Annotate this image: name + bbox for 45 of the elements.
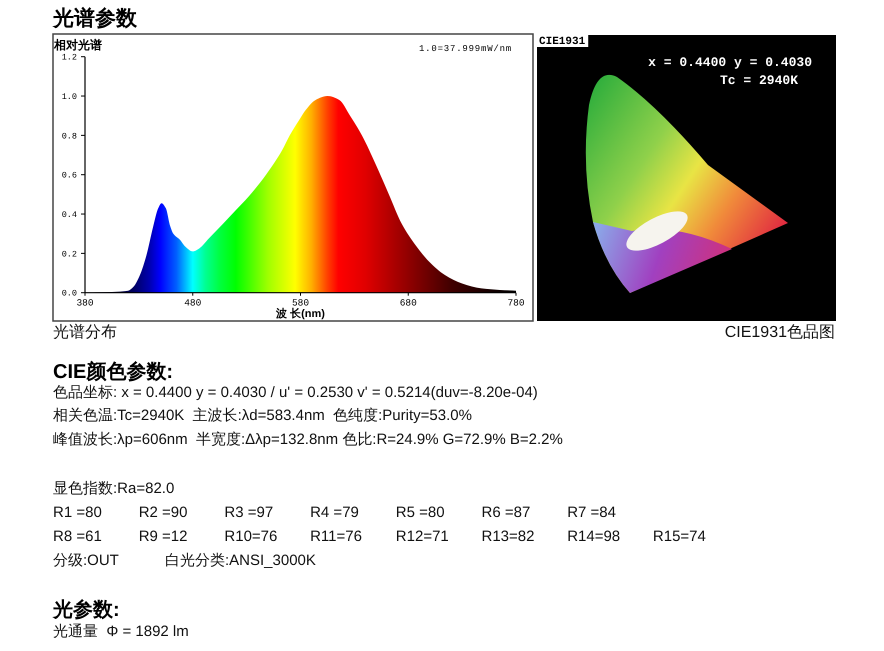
y-tick-label: 1.2: [62, 52, 77, 63]
text: 峰值波长:λp=606nm 半宽度:Δλp=132.8nm 色比:R=24.9% G=72.9% B=2.2%: [53, 431, 563, 448]
y-tick-label: 0.4: [62, 210, 77, 220]
y-axis-title: 相对光谱: [53, 38, 102, 52]
y-tick-label: 0.2: [62, 249, 77, 260]
text: R3 =97: [224, 504, 274, 521]
text: R8 =61: [53, 528, 102, 545]
text: R5 =80: [396, 504, 445, 521]
text: 光谱分布: [53, 323, 117, 341]
y-tick-label: 1.0: [62, 92, 77, 102]
text: R12=71: [396, 528, 449, 545]
x-tick-label: 780: [507, 298, 525, 309]
text: R9 =12: [138, 528, 188, 545]
text: R15=74: [652, 528, 706, 545]
text: R10=76: [224, 528, 278, 545]
text: 显色指数:Ra=82.0: [53, 480, 174, 497]
text: 分级:OUT: [53, 552, 119, 569]
text: 色品坐标: x = 0.4400 y = 0.4030 / u' = 0.2530 v' = 0.5214(duv=-8.20e-04): [53, 384, 538, 401]
x-tick-label: 480: [184, 298, 202, 309]
text: 光通量 Φ = 1892 lm: [53, 623, 189, 640]
x-tick-label: 680: [400, 298, 418, 309]
text: 相关色温:Tc=2940K 主波长:λd=583.4nm 色纯度:Purity=53.0%: [53, 407, 472, 424]
text: R11=76: [310, 528, 362, 545]
text: x = 0.4400 y = 0.4030: [648, 55, 812, 70]
text: R2 =90: [138, 504, 188, 521]
text: 光参数:: [52, 598, 120, 621]
text: CIE颜色参数:: [53, 360, 173, 383]
text: R13=82: [482, 528, 534, 545]
x-axis-title: 波 长(nm): [275, 307, 326, 320]
x-tick-label: 580: [292, 298, 310, 309]
y-tick-label: 0.0: [62, 288, 77, 299]
text: 1.0=37.999mW/nm: [418, 44, 512, 54]
text: R6 =87: [482, 504, 530, 521]
text: R7 =84: [567, 504, 616, 521]
text: CIE1931色品图: [724, 324, 835, 341]
text: R14=98: [567, 528, 620, 545]
text: CIE1931: [539, 36, 586, 48]
text: R4 =79: [310, 504, 359, 521]
y-tick-label: 0.8: [62, 131, 77, 142]
text: Tc = 2940K: [720, 73, 798, 88]
text: R1 =80: [53, 504, 102, 521]
chart-title: 光谱参数: [52, 6, 138, 30]
y-tick-label: 0.6: [62, 170, 77, 181]
x-tick-label: 380: [76, 298, 94, 309]
text: 白光分类:ANSI_3000K: [165, 552, 316, 569]
